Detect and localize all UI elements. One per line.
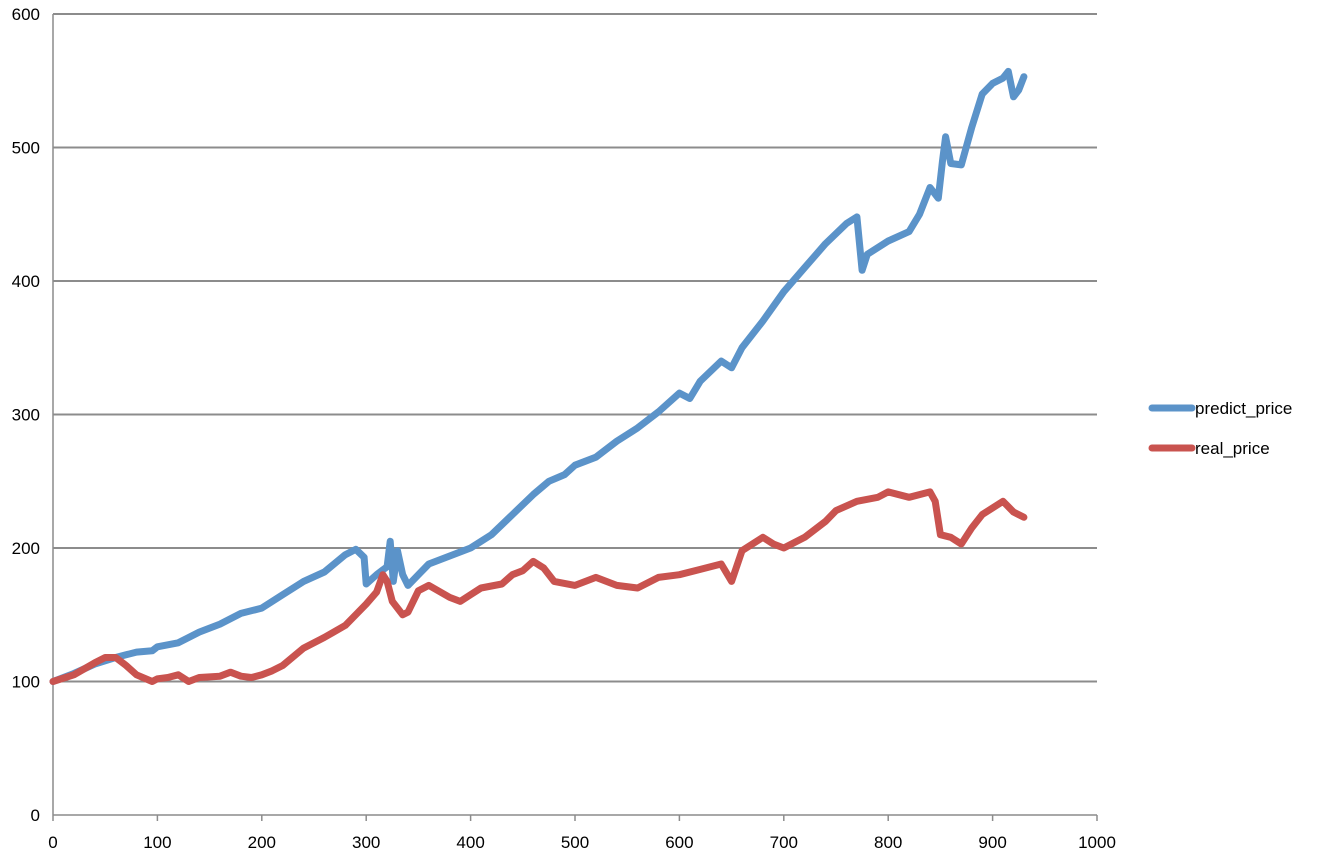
y-tick-label: 600 — [12, 5, 40, 24]
legend-label-real_price: real_price — [1195, 439, 1270, 458]
x-tick-label: 600 — [665, 833, 693, 852]
x-tick-label: 800 — [874, 833, 902, 852]
y-tick-label: 400 — [12, 272, 40, 291]
x-tick-label: 0 — [48, 833, 57, 852]
y-tick-label: 200 — [12, 539, 40, 558]
series-line-real_price — [49, 488, 1028, 685]
y-tick-label: 500 — [12, 139, 40, 158]
x-tick-label: 400 — [456, 833, 484, 852]
x-tick-label: 100 — [143, 833, 171, 852]
series-lines — [49, 67, 1028, 685]
axes: 0 100 200 300 400 500 600 0 100 200 300 400 500 600 70… — [12, 5, 1116, 852]
x-tick-label: 300 — [352, 833, 380, 852]
x-tick-label: 200 — [248, 833, 276, 852]
legend: predict_price real_price — [1148, 399, 1292, 458]
y-tick-label: 300 — [12, 406, 40, 425]
series-line-predict_price — [49, 67, 1028, 685]
gridlines — [53, 13, 1097, 683]
x-tick-label: 500 — [561, 833, 589, 852]
x-tick-label: 900 — [978, 833, 1006, 852]
x-tick-label: 1000 — [1078, 833, 1116, 852]
legend-label-predict_price: predict_price — [1195, 399, 1292, 418]
x-tick-label: 700 — [770, 833, 798, 852]
y-tick-label: 0 — [31, 806, 40, 825]
y-tick-label: 100 — [12, 673, 40, 692]
